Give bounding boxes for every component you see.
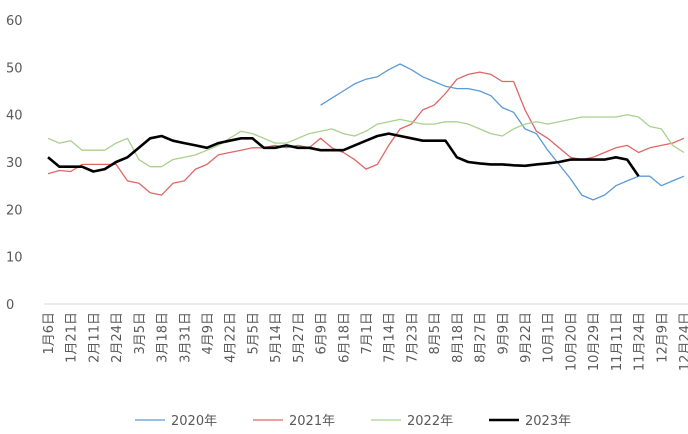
x-tick-label: 8月27日	[474, 312, 489, 363]
x-tick-label: 7月14日	[383, 312, 398, 363]
x-tick-label: 1月6日	[42, 312, 57, 355]
y-tick-label: 20	[6, 203, 23, 218]
x-tick-label: 6月9日	[315, 312, 330, 355]
x-tick-label: 12月24日	[678, 312, 688, 371]
series-line	[47, 71, 685, 196]
x-tick-label: 1月21日	[65, 312, 80, 363]
series-line	[320, 63, 685, 201]
x-tick-label: 2月11日	[87, 312, 102, 363]
x-tick-label: 10月20日	[564, 312, 579, 371]
x-tick-label: 3月18日	[156, 312, 171, 363]
x-tick-label: 10月1日	[542, 312, 557, 363]
x-tick-label: 9月9日	[496, 312, 511, 355]
x-tick-label: 5月14日	[269, 312, 284, 363]
x-tick-label: 6月18日	[337, 312, 352, 363]
x-tick-label: 7月1日	[360, 312, 375, 355]
x-tick-label: 9月22日	[519, 312, 534, 363]
x-tick-label: 8月5日	[428, 312, 443, 355]
y-tick-label: 10	[6, 251, 23, 266]
y-tick-label: 0	[6, 298, 14, 313]
y-tick-label: 30	[6, 156, 23, 171]
x-tick-label: 5月27日	[292, 312, 307, 363]
y-tick-label: 40	[6, 109, 23, 124]
legend-label: 2021年	[289, 414, 335, 429]
x-tick-label: 10月29日	[587, 312, 602, 371]
x-tick-label: 3月31日	[178, 312, 193, 363]
x-tick-label: 12月9日	[655, 312, 670, 363]
legend-label: 2023年	[525, 414, 571, 429]
x-tick-label: 11月24日	[633, 312, 648, 371]
y-tick-label: 50	[6, 61, 23, 76]
x-tick-label: 5月5日	[246, 312, 261, 355]
x-tick-label: 7月23日	[405, 312, 420, 363]
x-tick-label: 2月24日	[110, 312, 125, 363]
series-line	[47, 114, 685, 168]
x-tick-label: 8月18日	[451, 312, 466, 363]
series-line	[47, 132, 640, 177]
x-tick-label: 3月5日	[133, 312, 148, 355]
legend-label: 2020年	[171, 414, 217, 429]
y-tick-label: 60	[6, 14, 23, 29]
x-tick-label: 11月11日	[610, 312, 625, 371]
x-tick-label: 4月9日	[201, 312, 216, 355]
legend-label: 2022年	[407, 414, 453, 429]
x-tick-label: 4月22日	[224, 312, 239, 363]
